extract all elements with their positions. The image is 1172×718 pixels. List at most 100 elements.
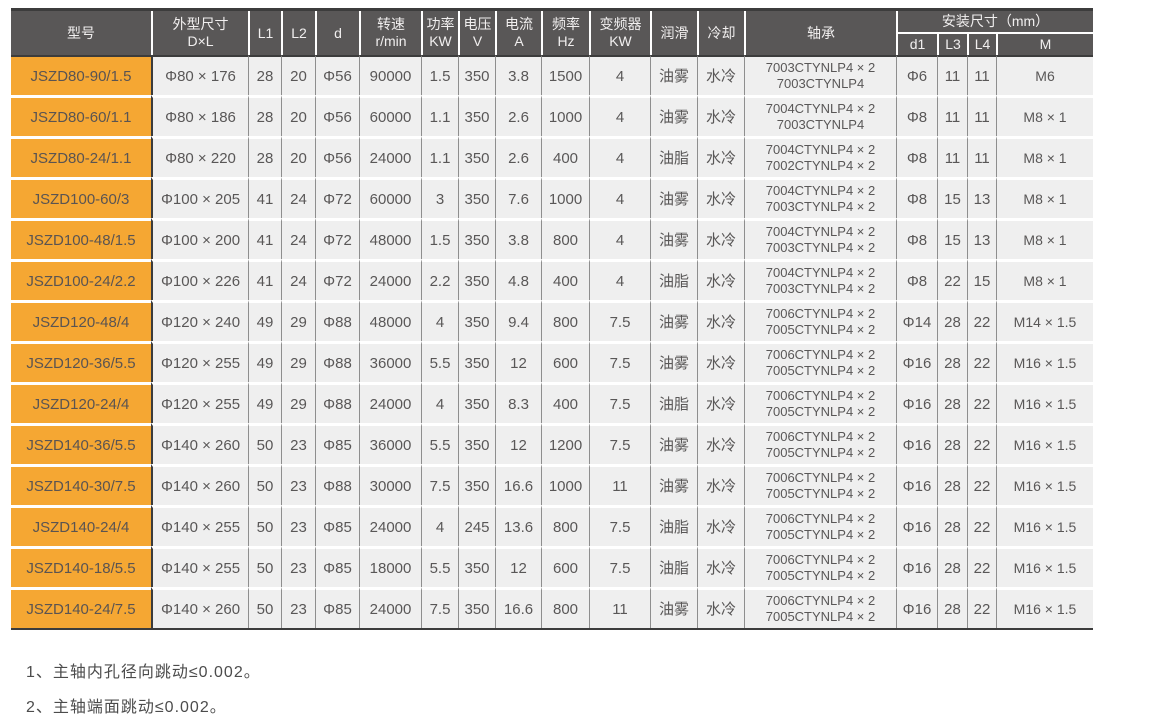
cool-cell: 水冷 [697,95,744,136]
dim-cell: Φ140 × 260 [151,423,248,464]
voltage-cell: 350 [458,464,495,505]
header-cooling: 冷却 [697,11,744,55]
header-mounting-group: 安装尺寸（mm） [896,11,1094,34]
d1-cell: Φ8 [896,177,937,218]
l3-cell: 28 [937,341,967,382]
voltage-cell: 350 [458,136,495,177]
m-cell: M8 × 1 [996,136,1094,177]
current-cell: 12 [495,423,541,464]
l2-cell: 29 [281,300,315,341]
m-cell: M16 × 1.5 [996,505,1094,546]
d-cell: Φ88 [315,300,359,341]
table-row: JSZD120-48/4 Φ120 × 240 49 29 Φ88 48000 4 350 9.… [11,300,1094,341]
power-cell: 4 [421,300,458,341]
header-frequency-line2: Hz [557,33,575,49]
d-cell: Φ56 [315,136,359,177]
table-row: JSZD80-60/1.1 Φ80 × 186 28 20 Φ56 60000 1.1 350… [11,95,1094,136]
spec-table-header: 型号 外型尺寸 D×L L1 L2 d 转速 r/min 功率 KW [11,11,1094,55]
m-cell: M16 × 1.5 [996,464,1094,505]
voltage-cell: 350 [458,587,495,628]
l3-cell: 11 [937,136,967,177]
current-cell: 12 [495,546,541,587]
d-cell: Φ88 [315,464,359,505]
lub-cell: 油脂 [650,546,697,587]
model-cell: JSZD80-60/1.1 [11,95,151,136]
current-cell: 12 [495,341,541,382]
voltage-cell: 350 [458,177,495,218]
m-cell: M6 [996,55,1094,95]
model-cell: JSZD80-24/1.1 [11,136,151,177]
speed-cell: 36000 [359,341,421,382]
d1-cell: Φ16 [896,341,937,382]
inverter-cell: 11 [589,587,650,628]
table-row: JSZD140-36/5.5 Φ140 × 260 50 23 Φ85 36000 5.5 3… [11,423,1094,464]
l2-cell: 29 [281,382,315,423]
bearing-cell: 7006CTYNLP4 × 2 7005CTYNLP4 × 2 [744,505,896,546]
bearing-cell: 7004CTYNLP4 × 2 7003CTYNLP4 [744,95,896,136]
l4-cell: 22 [967,423,996,464]
m-cell: M8 × 1 [996,218,1094,259]
speed-cell: 24000 [359,505,421,546]
voltage-cell: 350 [458,546,495,587]
table-row: JSZD100-24/2.2 Φ100 × 226 41 24 Φ72 24000 2.2 3… [11,259,1094,300]
speed-cell: 24000 [359,136,421,177]
header-model: 型号 [11,11,151,55]
speed-cell: 90000 [359,55,421,95]
l2-cell: 24 [281,177,315,218]
d-cell: Φ56 [315,95,359,136]
spec-table: 型号 外型尺寸 D×L L1 L2 d 转速 r/min 功率 KW [11,11,1094,628]
lub-cell: 油雾 [650,55,697,95]
header-current: 电流 A [495,11,541,55]
dim-cell: Φ100 × 226 [151,259,248,300]
inverter-cell: 7.5 [589,423,650,464]
freq-cell: 1200 [541,423,589,464]
bearing-cell: 7006CTYNLP4 × 2 7005CTYNLP4 × 2 [744,587,896,628]
header-voltage-line1: 电压 [463,16,492,32]
lub-cell: 油雾 [650,218,697,259]
d-cell: Φ85 [315,423,359,464]
l4-cell: 13 [967,218,996,259]
bearing-cell: 7004CTYNLP4 × 2 7003CTYNLP4 × 2 [744,177,896,218]
d1-cell: Φ16 [896,382,937,423]
header-l3: L3 [937,34,967,55]
d-cell: Φ85 [315,587,359,628]
model-cell: JSZD80-90/1.5 [11,55,151,95]
note-2: 2、主轴端面跳动≤0.002。 [26,699,227,716]
inverter-cell: 4 [589,55,650,95]
l4-cell: 11 [967,136,996,177]
lub-cell: 油脂 [650,259,697,300]
freq-cell: 400 [541,259,589,300]
speed-cell: 60000 [359,177,421,218]
bearing-cell: 7004CTYNLP4 × 2 7003CTYNLP4 × 2 [744,218,896,259]
l2-cell: 24 [281,218,315,259]
current-cell: 2.6 [495,136,541,177]
inverter-cell: 4 [589,177,650,218]
power-cell: 3 [421,177,458,218]
voltage-cell: 350 [458,55,495,95]
table-row: JSZD80-24/1.1 Φ80 × 220 28 20 Φ56 24000 1.1 350… [11,136,1094,177]
m-cell: M16 × 1.5 [996,423,1094,464]
l2-cell: 29 [281,341,315,382]
header-current-line1: 电流 [505,16,533,32]
voltage-cell: 350 [458,259,495,300]
dim-cell: Φ140 × 255 [151,505,248,546]
header-dimensions: 外型尺寸 D×L [151,11,248,55]
table-row: JSZD140-18/5.5 Φ140 × 255 50 23 Φ85 18000 5.5 3… [11,546,1094,587]
l2-cell: 23 [281,464,315,505]
power-cell: 5.5 [421,546,458,587]
header-d: d [315,11,359,55]
header-speed-line2: r/min [375,33,407,49]
current-cell: 16.6 [495,587,541,628]
power-cell: 4 [421,382,458,423]
l4-cell: 13 [967,177,996,218]
cool-cell: 水冷 [697,177,744,218]
l1-cell: 41 [248,177,281,218]
l1-cell: 49 [248,341,281,382]
dim-cell: Φ80 × 220 [151,136,248,177]
freq-cell: 800 [541,587,589,628]
m-cell: M14 × 1.5 [996,300,1094,341]
inverter-cell: 4 [589,136,650,177]
l4-cell: 22 [967,300,996,341]
header-inverter: 变频器 KW [589,11,650,55]
speed-cell: 48000 [359,218,421,259]
